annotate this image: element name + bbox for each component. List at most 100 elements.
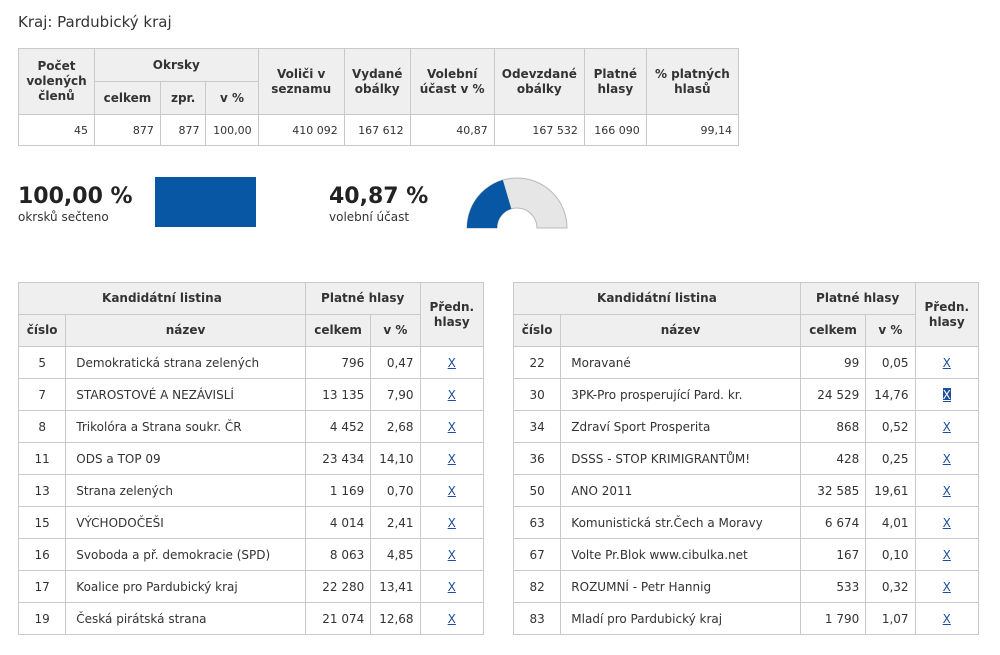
preferential-votes-link[interactable]: X [942, 483, 951, 498]
candidate-votes-total: 428 [799, 442, 867, 475]
preferential-votes-link[interactable]: X [447, 451, 456, 466]
candidate-votes-pct: 2,68 [370, 410, 421, 443]
header-envelopes-returned: Odevzdané obálky [493, 48, 585, 115]
preferential-votes-link[interactable]: X [447, 547, 456, 562]
table-row: 17 Koalice pro Pardubický kraj 22 280 13,41… [17, 570, 485, 603]
candidate-number: 63 [512, 506, 562, 539]
value-envelopes-returned: 167 532 [493, 114, 585, 146]
preferential-votes-link[interactable]: X [942, 451, 951, 466]
candidate-name: ANO 2011 [560, 474, 801, 507]
candidate-votes-total: 99 [799, 346, 867, 379]
header-total: celkem [304, 314, 372, 347]
preferential-votes-cell: X [914, 378, 980, 411]
header-precincts: Okrsky [94, 48, 259, 82]
candidate-votes-pct: 0,52 [865, 410, 916, 443]
table-row: 30 3PK-Pro prosperující Pard. kr. 24 529 14… [512, 378, 980, 411]
preferential-votes-link[interactable]: X [942, 547, 951, 562]
preferential-votes-cell: X [914, 474, 980, 507]
counted-percentage: 100,00 % [18, 184, 133, 209]
preferential-votes-cell: X [419, 410, 485, 443]
table-row: 19 Česká pirátská strana 21 074 12,68 X [17, 602, 485, 635]
preferential-votes-link[interactable]: X [447, 515, 456, 530]
table-row: 22 Moravané 99 0,05 X [512, 346, 980, 379]
candidate-name: Trikolóra a Strana soukr. ČR [65, 410, 306, 443]
preferential-votes-link[interactable]: X [447, 611, 456, 626]
preferential-votes-cell: X [914, 410, 980, 443]
candidate-votes-total: 4 014 [304, 506, 372, 539]
candidate-number: 8 [17, 410, 67, 443]
candidate-number: 15 [17, 506, 67, 539]
preferential-votes-link[interactable]: X [942, 355, 951, 370]
table-row: 36 DSSS - STOP KRIMIGRANTŮM! 428 0,25 X [512, 442, 980, 475]
candidate-name: Zdraví Sport Prosperita [560, 410, 801, 443]
table-row: 34 Zdraví Sport Prosperita 868 0,52 X [512, 410, 980, 443]
header-preferential-votes: Předn. hlasy [914, 282, 980, 347]
candidate-votes-total: 4 452 [304, 410, 372, 443]
turnout-percentage: 40,87 % [329, 184, 429, 209]
turnout-gauge-fill [467, 180, 512, 228]
preferential-votes-link[interactable]: X [447, 419, 456, 434]
preferential-votes-link[interactable]: X [447, 387, 456, 402]
preferential-votes-link[interactable]: X [942, 611, 951, 626]
candidate-number: 16 [17, 538, 67, 571]
preferential-votes-link[interactable]: X [447, 483, 456, 498]
candidate-votes-pct: 0,25 [865, 442, 916, 475]
candidate-number: 83 [512, 602, 562, 635]
header-envelopes-issued: Vydané obálky [343, 48, 411, 115]
preferential-votes-cell: X [914, 346, 980, 379]
candidate-name: Moravané [560, 346, 801, 379]
table-row: 16 Svoboda a př. demokracie (SPD) 8 063 4,8… [17, 538, 485, 571]
preferential-votes-cell: X [419, 570, 485, 603]
turnout-label: volební účast [329, 210, 410, 224]
value-valid-pct: 99,14 [645, 114, 740, 146]
table-row: 11 ODS a TOP 09 23 434 14,10 X [17, 442, 485, 475]
candidate-name: STAROSTOVÉ A NEZÁVISLÍ [65, 378, 306, 411]
candidate-number: 50 [512, 474, 562, 507]
value-valid-votes: 166 090 [583, 114, 647, 146]
candidate-votes-pct: 0,70 [370, 474, 421, 507]
preferential-votes-link[interactable]: X [942, 419, 951, 434]
table-row: 83 Mladí pro Pardubický kraj 1 790 1,07 X [512, 602, 980, 635]
preferential-votes-cell: X [419, 506, 485, 539]
candidate-votes-pct: 14,76 [865, 378, 916, 411]
preferential-votes-link[interactable]: X [942, 579, 951, 594]
candidate-number: 17 [17, 570, 67, 603]
candidate-votes-pct: 14,10 [370, 442, 421, 475]
preferential-votes-cell: X [419, 442, 485, 475]
preferential-votes-cell: X [914, 538, 980, 571]
candidate-votes-total: 22 280 [304, 570, 372, 603]
table-row: 13 Strana zelených 1 169 0,70 X [17, 474, 485, 507]
candidate-votes-pct: 4,01 [865, 506, 916, 539]
candidate-votes-pct: 19,61 [865, 474, 916, 507]
preferential-votes-link[interactable]: X [942, 387, 951, 402]
candidate-name: ODS a TOP 09 [65, 442, 306, 475]
preferential-votes-cell: X [419, 538, 485, 571]
header-valid-votes: Platné hlasy [583, 48, 647, 115]
preferential-votes-link[interactable]: X [447, 355, 456, 370]
candidate-votes-pct: 1,07 [865, 602, 916, 635]
summary-row: 45 877 877 100,00 410 092 167 612 40,87 … [18, 114, 740, 146]
candidate-number: 30 [512, 378, 562, 411]
candidate-number: 22 [512, 346, 562, 379]
candidate-votes-pct: 12,68 [370, 602, 421, 635]
table-row: 7 STAROSTOVÉ A NEZÁVISLÍ 13 135 7,90 X [17, 378, 485, 411]
candidate-number: 19 [17, 602, 67, 635]
candidate-votes-pct: 7,90 [370, 378, 421, 411]
preferential-votes-cell: X [914, 602, 980, 635]
header-preferential-votes: Předn. hlasy [419, 282, 485, 347]
counted-progress-fill [155, 177, 256, 227]
header-members: Počet volených členů [18, 48, 95, 115]
preferential-votes-link[interactable]: X [447, 579, 456, 594]
preferential-votes-link[interactable]: X [942, 515, 951, 530]
header-number: číslo [512, 314, 562, 347]
preferential-votes-cell: X [419, 346, 485, 379]
candidate-votes-pct: 0,05 [865, 346, 916, 379]
candidate-votes-total: 533 [799, 570, 867, 603]
candidate-table-right: Kandidátní listina Platné hlasy Předn. h… [512, 282, 980, 635]
table-row: 82 ROZUMNÍ - Petr Hannig 533 0,32 X [512, 570, 980, 603]
candidate-number: 82 [512, 570, 562, 603]
header-valid-votes: Platné hlasy [799, 282, 916, 315]
table-row: 63 Komunistická str.Čech a Moravy 6 674 4,0… [512, 506, 980, 539]
preferential-votes-cell: X [914, 506, 980, 539]
candidate-number: 11 [17, 442, 67, 475]
